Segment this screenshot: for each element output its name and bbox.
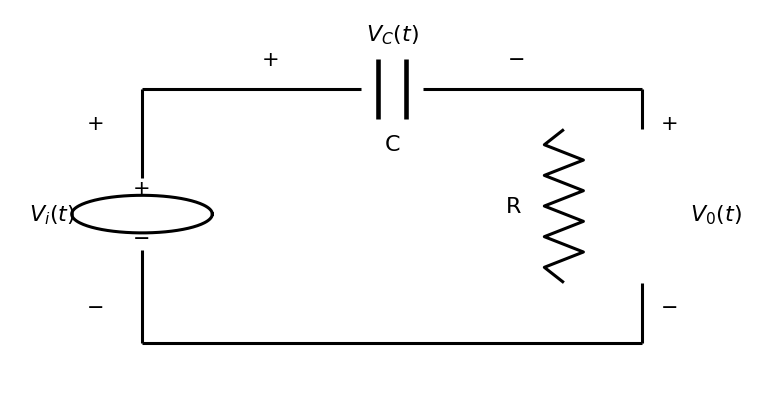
Text: +: + [661, 114, 678, 134]
Text: C: C [384, 134, 400, 154]
Text: +: + [133, 179, 151, 198]
Text: $V_C(t)$: $V_C(t)$ [365, 24, 419, 47]
Text: $V_i(t)$: $V_i(t)$ [29, 203, 75, 226]
Text: −: − [661, 297, 678, 317]
Text: $V_0(t)$: $V_0(t)$ [690, 203, 742, 226]
Text: −: − [86, 297, 104, 317]
Text: +: + [262, 50, 280, 70]
Text: −: − [133, 229, 151, 249]
Text: −: − [508, 50, 526, 70]
Text: R: R [506, 196, 521, 217]
Text: +: + [86, 114, 104, 134]
